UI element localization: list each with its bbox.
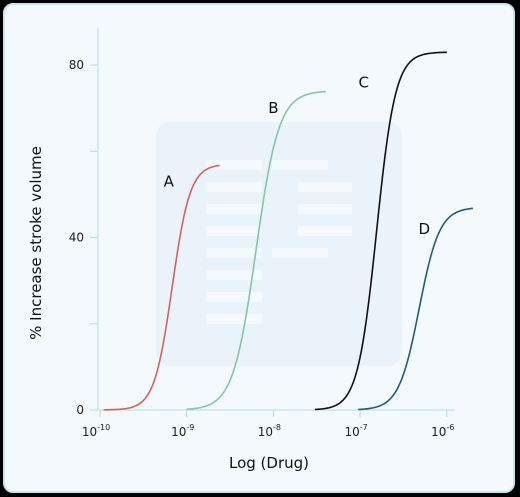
y-tick-label: 80	[69, 58, 84, 72]
x-tick-base: 10	[431, 425, 446, 439]
x-tick-exponent: -7	[360, 423, 368, 432]
x-tick-label: 10-10	[82, 423, 110, 439]
x-tick-exponent: -10	[97, 423, 110, 432]
y-tick-label: 40	[69, 231, 84, 245]
x-tick-label: 10-7	[344, 423, 367, 439]
x-tick-exponent: -8	[273, 423, 281, 432]
x-tick-base: 10	[82, 425, 97, 439]
curve-d	[358, 207, 473, 411]
curve-label-c: C	[358, 73, 368, 91]
curve-c	[314, 51, 447, 411]
watermark-lines	[206, 160, 352, 324]
curve-label-d: D	[419, 220, 431, 238]
y-ticks: 0 40 80	[69, 58, 98, 417]
curve-a	[103, 164, 220, 411]
x-tick-base: 10	[171, 425, 186, 439]
x-tick-exponent: -6	[446, 423, 454, 432]
curve-label-b: B	[268, 99, 278, 117]
series-curves	[103, 51, 473, 411]
x-tick-base: 10	[344, 425, 359, 439]
background-watermark	[156, 122, 402, 366]
x-tick-label: 10-8	[258, 423, 281, 439]
curve-b	[186, 90, 326, 411]
x-tick-base: 10	[258, 425, 273, 439]
y-axis-title: % Increase stroke volume	[27, 146, 45, 340]
x-tick-exponent: -9	[186, 423, 194, 432]
series-labels: A B C D	[164, 73, 431, 238]
x-ticks: 10-10 10-9 10-8 10-7 10-6	[82, 410, 454, 439]
x-tick-label: 10-6	[431, 423, 454, 439]
x-axis-title: Log (Drug)	[229, 454, 309, 472]
curve-label-a: A	[164, 172, 175, 190]
y-tick-label: 0	[76, 403, 84, 417]
x-tick-label: 10-9	[171, 423, 194, 439]
